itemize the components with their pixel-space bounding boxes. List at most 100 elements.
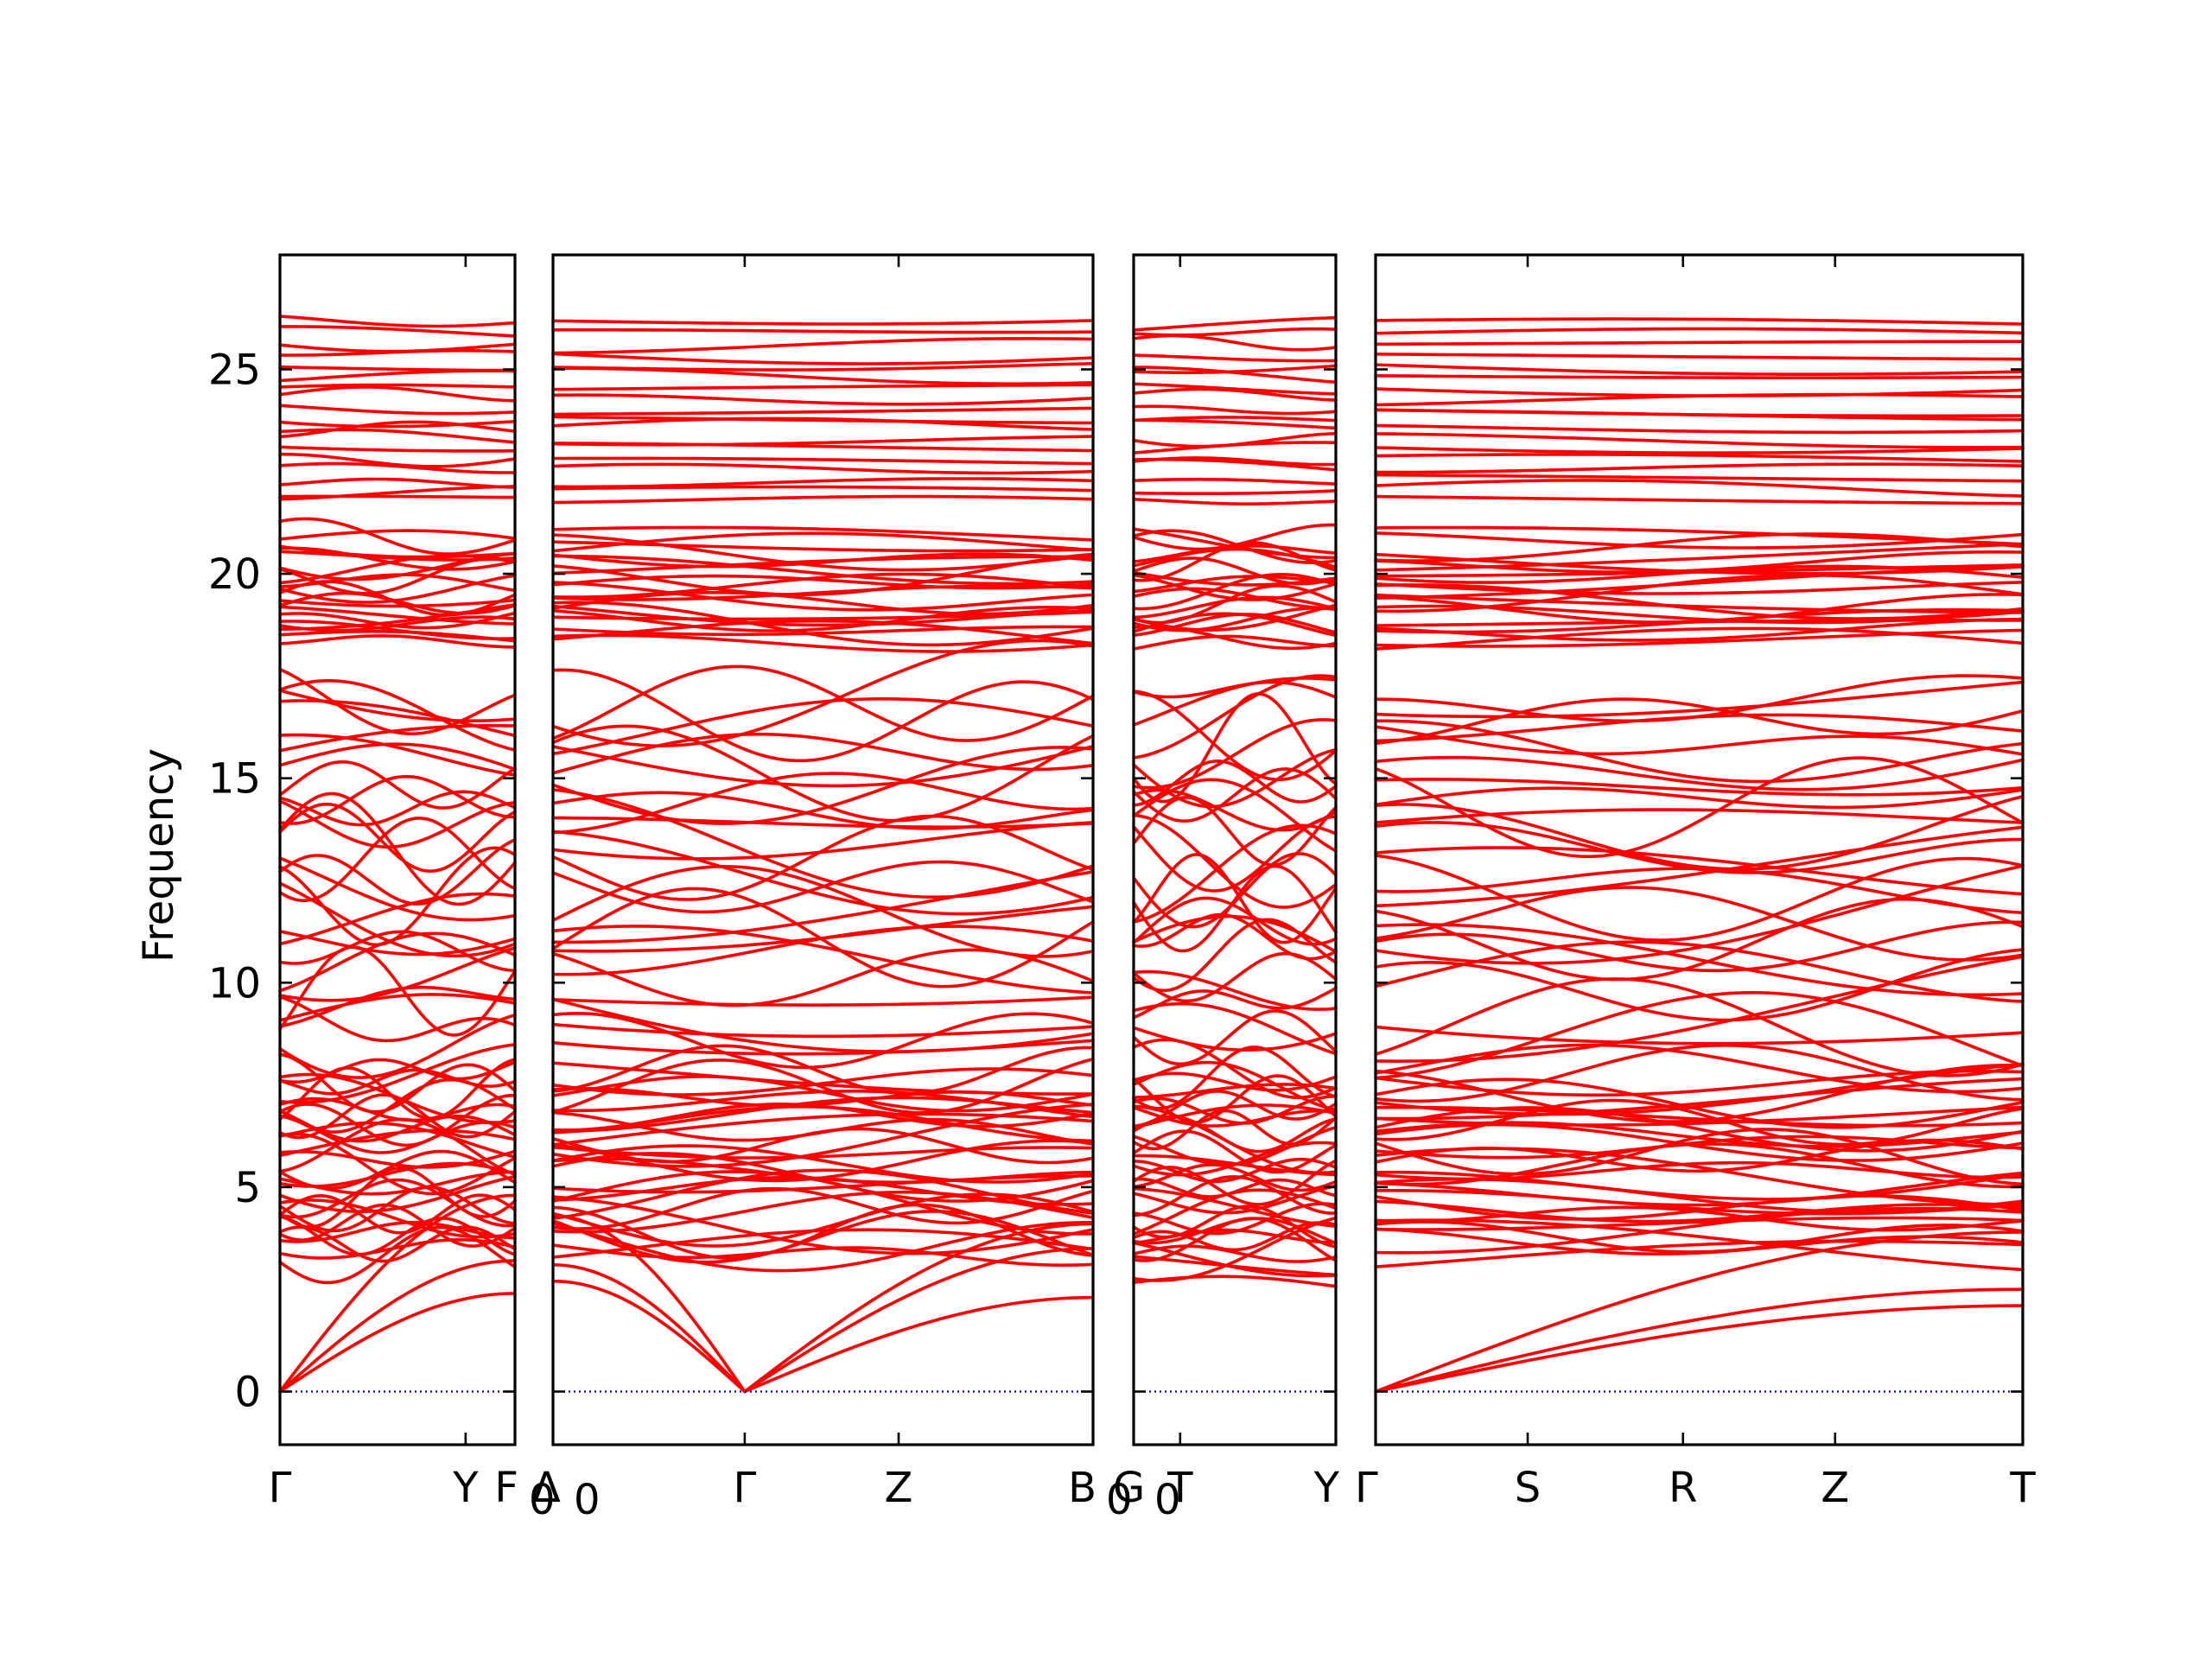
- band-line: [1374, 1171, 2024, 1207]
- band-line: [278, 1058, 517, 1084]
- band-line: [551, 772, 1095, 835]
- band-line: [551, 610, 1095, 621]
- band-line: [1374, 581, 2024, 595]
- band-line: [551, 724, 1095, 823]
- band-line: [1374, 353, 2024, 361]
- band-line: [1132, 584, 1338, 625]
- band-line: [1132, 1244, 1338, 1263]
- band-line: [1374, 531, 2024, 550]
- band-line: [1132, 556, 1338, 586]
- band-line: [551, 1103, 1095, 1168]
- band-line: [551, 639, 1095, 747]
- band-line: [278, 620, 517, 640]
- band-line: [278, 420, 517, 439]
- panel-frame: [1132, 253, 1338, 1446]
- band-line: [1374, 756, 2024, 859]
- band-line: [278, 1170, 517, 1196]
- panel-frame: [1374, 253, 2024, 1446]
- band-line: [551, 415, 1095, 425]
- band-line: [1132, 416, 1338, 423]
- panel-frame: [278, 253, 517, 1446]
- band-line: [1132, 489, 1338, 495]
- acoustic-band-line: [551, 1263, 747, 1394]
- x-tick-label: R: [1669, 1464, 1697, 1512]
- band-line: [1374, 408, 2024, 418]
- band-line: [1132, 456, 1338, 467]
- band-line: [1374, 794, 2024, 871]
- band-line: [278, 1068, 517, 1096]
- band-line: [551, 435, 1095, 447]
- band-line: [1132, 690, 1338, 782]
- panel-frame: [551, 253, 1095, 1446]
- band-line: [551, 997, 1095, 1053]
- band-line: [1374, 755, 2024, 791]
- band-line: [278, 790, 517, 827]
- band-line: [1132, 1228, 1338, 1245]
- band-line: [551, 352, 1095, 365]
- x-tick-subscript: 0: [1106, 1476, 1133, 1524]
- band-line: [1374, 432, 2024, 449]
- band-line: [551, 664, 1095, 742]
- band-line: [551, 554, 1095, 586]
- band-line: [551, 1103, 1095, 1132]
- y-tick-label: 10: [208, 959, 261, 1007]
- band-line: [551, 1186, 1095, 1230]
- band-line: [1374, 940, 2024, 1003]
- x-tick-label: T: [1166, 1464, 1193, 1512]
- band-line: [1132, 1274, 1338, 1288]
- band-line: [551, 337, 1095, 355]
- band-line: [1374, 1077, 2024, 1129]
- band-line: [1132, 1038, 1338, 1099]
- band-line: [1374, 1218, 2024, 1272]
- band-line: [1374, 462, 2024, 474]
- band-line: [1132, 1083, 1338, 1099]
- band-line: [1374, 583, 2024, 620]
- band-line: [1132, 951, 1338, 1003]
- band-line: [278, 485, 517, 501]
- band-line: [1374, 955, 2024, 1063]
- band-line: [1132, 573, 1338, 601]
- band-line: [1132, 1071, 1338, 1092]
- band-line: [1374, 1220, 2024, 1254]
- band-line: [1132, 1009, 1338, 1066]
- x-tick-label: T: [2009, 1464, 2036, 1512]
- acoustic-band-line: [1374, 1304, 2024, 1394]
- band-line: [278, 946, 517, 1002]
- band-line: [551, 494, 1095, 505]
- band-line: [278, 930, 517, 957]
- band-line: [551, 860, 1095, 914]
- band-line: [278, 1185, 517, 1233]
- band-line: [1132, 1046, 1338, 1110]
- band-line: [551, 633, 1095, 653]
- band-line: [1374, 532, 2024, 563]
- band-line: [1374, 948, 2024, 1022]
- band-line: [278, 802, 517, 873]
- band-line: [1132, 1090, 1338, 1128]
- band-line: [1132, 1109, 1338, 1151]
- band-line: [1374, 479, 2024, 498]
- band-line: [278, 791, 517, 906]
- acoustic-band-line: [278, 1193, 517, 1394]
- band-line: [1132, 912, 1338, 961]
- band-line: [278, 383, 517, 389]
- band-line: [278, 1149, 517, 1169]
- band-line: [278, 634, 517, 649]
- band-line: [1132, 523, 1338, 551]
- band-line: [551, 456, 1095, 466]
- band-line: [551, 540, 1095, 553]
- band-line: [1132, 1157, 1338, 1184]
- band-line: [1374, 552, 2024, 575]
- band-line: [1132, 364, 1338, 374]
- band-line: [1132, 607, 1338, 632]
- band-line: [278, 838, 517, 906]
- band-line: [1132, 1163, 1338, 1192]
- band-line: [1374, 573, 2024, 613]
- band-line: [278, 760, 517, 810]
- x-tick-label: Γ: [269, 1464, 292, 1512]
- band-line: [1374, 923, 2024, 997]
- band-line: [278, 420, 517, 429]
- band-line: [1132, 1184, 1338, 1215]
- x-tick-label: Δ: [532, 1464, 561, 1512]
- band-line: [278, 1043, 517, 1104]
- band-line: [278, 315, 517, 328]
